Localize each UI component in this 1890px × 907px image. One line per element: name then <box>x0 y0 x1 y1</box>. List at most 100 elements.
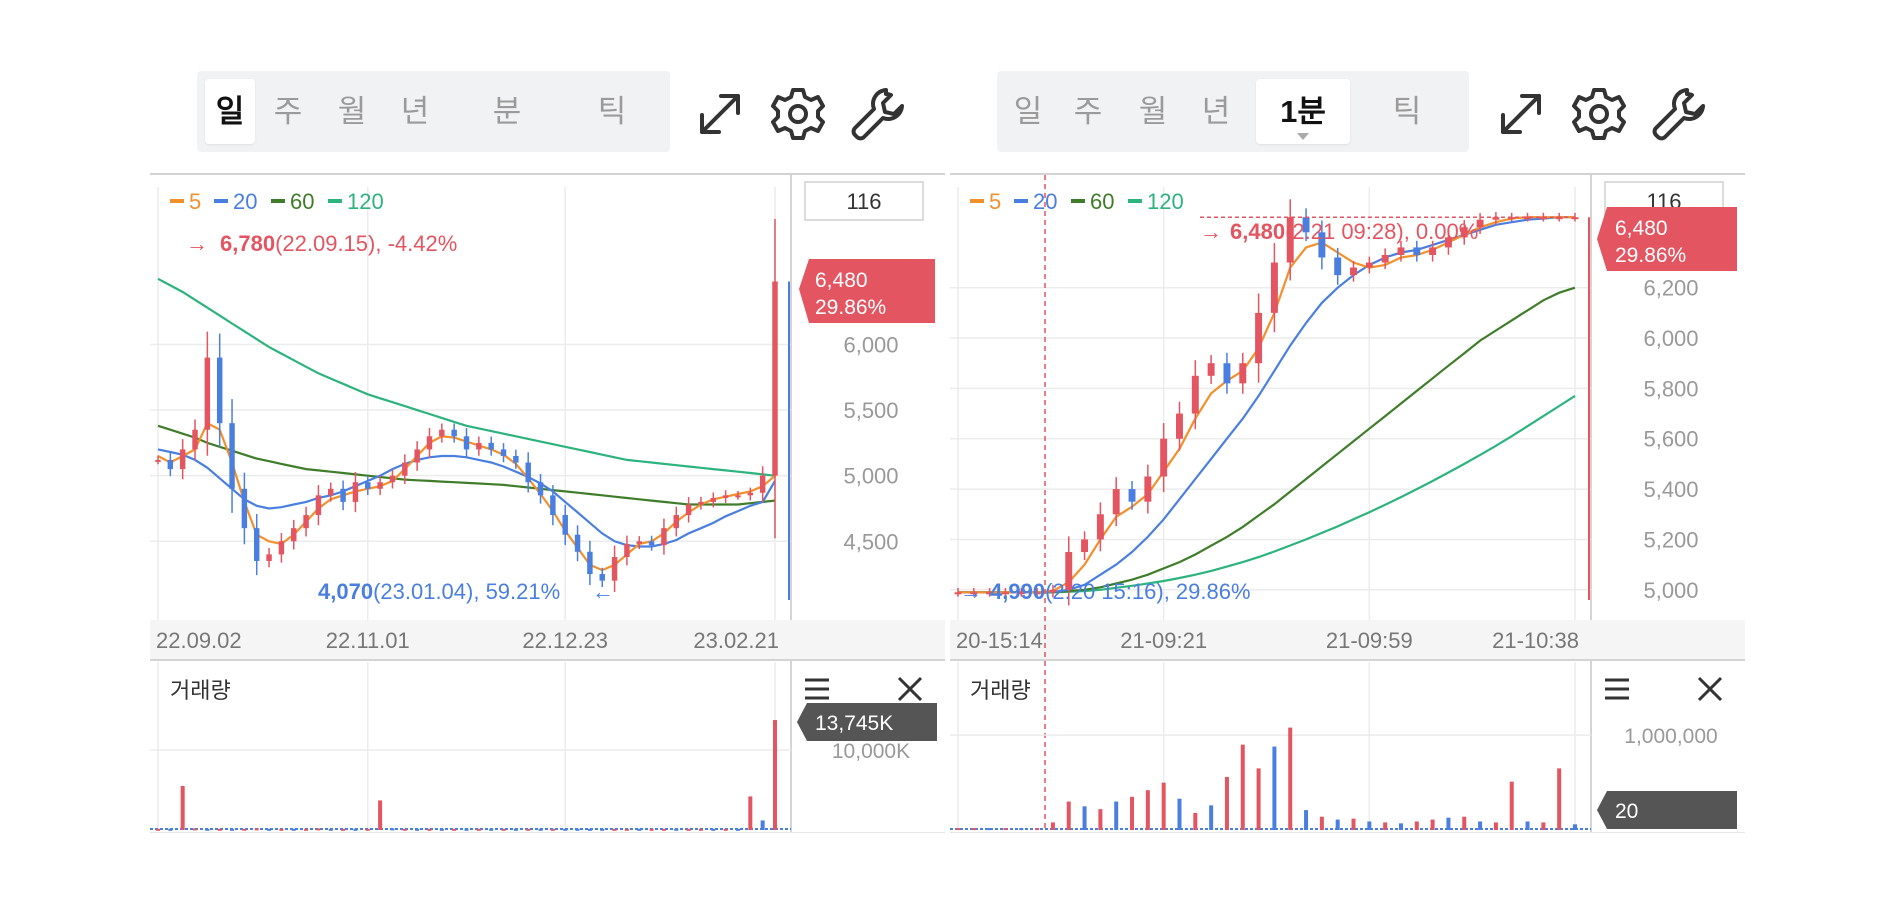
volume-bar <box>1161 782 1166 830</box>
volume-bar <box>1304 810 1309 830</box>
volume-bar <box>230 828 235 831</box>
max-price-detail: (2.21 09:28), 0.00% <box>1285 219 1478 244</box>
left-period-toolbar: 일 주 월 년 분 틱 <box>197 71 670 152</box>
volume-bar <box>1351 818 1356 830</box>
volume-bar <box>1050 822 1055 830</box>
wrench-icon[interactable] <box>846 82 910 146</box>
right-tab-month[interactable]: 월 <box>1138 94 1168 129</box>
volume-bar <box>1035 828 1040 831</box>
volume-bar <box>1414 821 1419 830</box>
candle-body <box>1397 247 1405 255</box>
right-tab-year[interactable]: 년 <box>1201 94 1231 129</box>
volume-tag <box>797 703 937 741</box>
volume-bar <box>735 828 740 831</box>
candle-body <box>377 482 383 489</box>
left-tab-minute[interactable]: 분 <box>492 94 522 129</box>
volume-bar <box>1462 816 1467 830</box>
ma-legend: 5 20 60 120 <box>170 189 384 214</box>
volume-tag-value: 13,745K <box>815 712 893 735</box>
volume-bar <box>1082 806 1087 830</box>
volume-bar <box>402 828 407 831</box>
volume-bar <box>378 800 383 830</box>
ma120-line <box>157 277 776 477</box>
y-tick-label: 6,200 <box>1643 276 1698 301</box>
volume-bar <box>217 828 222 831</box>
candle-body <box>1144 476 1152 502</box>
candle-body <box>179 449 186 470</box>
volume-bar <box>1288 727 1293 830</box>
candle-body <box>1492 217 1500 220</box>
min-price-detail: (23.01.04), 59.21% <box>373 579 560 604</box>
left-tab-tick[interactable]: 틱 <box>597 94 627 129</box>
left-chart-panel[interactable]: 6,000 5,500 5,000 4,500 22.09.02 22.11.01 22.1… <box>150 173 945 833</box>
left-tab-month[interactable]: 월 <box>337 94 367 129</box>
legend-label: 120 <box>347 189 384 214</box>
menu-icon[interactable] <box>1605 678 1629 700</box>
ma-legend: 5 20 60 120 <box>970 189 1184 214</box>
candle-body <box>204 357 211 430</box>
left-tab-year[interactable]: 년 <box>400 94 430 129</box>
y-tick-label: 5,500 <box>843 398 898 423</box>
candle-body <box>1571 217 1579 220</box>
right-tab-1min[interactable]: 1분 <box>1256 79 1350 144</box>
candle-body <box>402 462 408 476</box>
volume-bar <box>205 828 210 831</box>
legend-label: 60 <box>290 189 314 214</box>
candle-body <box>155 459 161 462</box>
candle-body <box>574 534 581 552</box>
volume-bar <box>1398 823 1403 830</box>
close-icon[interactable] <box>897 676 923 702</box>
candle-body <box>525 462 531 483</box>
y-tick-label: 5,000 <box>1643 578 1698 603</box>
right-tab-day[interactable]: 일 <box>1013 94 1043 129</box>
volume-bar <box>1114 801 1119 830</box>
candle-body <box>488 442 494 450</box>
candle-body <box>1334 257 1342 276</box>
candle-body <box>685 504 692 516</box>
legend-label: 60 <box>1090 189 1114 214</box>
right-tab-tick[interactable]: 틱 <box>1392 94 1422 129</box>
candle-body <box>476 442 482 450</box>
candle-body <box>426 436 433 450</box>
volume-bar <box>563 828 568 831</box>
close-icon[interactable] <box>1697 676 1723 702</box>
candle-body <box>229 423 235 489</box>
volume-bar <box>1557 768 1562 830</box>
volume-bar <box>328 828 333 831</box>
candle-body <box>722 495 729 498</box>
menu-icon[interactable] <box>805 678 829 700</box>
expand-icon[interactable] <box>1489 82 1553 146</box>
volume-bar <box>1224 776 1229 830</box>
candle-body <box>735 495 741 498</box>
volume-bar <box>624 828 629 831</box>
candle-body <box>1049 589 1057 593</box>
candle-body <box>1302 217 1310 233</box>
x-tick-label: 23.02.21 <box>693 628 779 653</box>
left-tab-day[interactable]: 일 <box>205 79 255 144</box>
right-tab-week[interactable]: 주 <box>1073 94 1103 129</box>
expand-icon[interactable] <box>688 82 752 146</box>
volume-bar <box>304 828 309 831</box>
candle-body <box>587 551 593 575</box>
volume-y-tick-label: 1,000,000 <box>1624 725 1717 748</box>
right-chart-svg: 6,200 6,000 5,800 5,600 5,400 5,200 5,000 20-15… <box>950 175 1745 832</box>
volume-bar <box>1098 809 1103 830</box>
candle-body <box>439 429 445 437</box>
volume-bar <box>1209 805 1214 830</box>
candle-body <box>340 488 346 502</box>
candle-body <box>1176 413 1183 439</box>
ma20-line <box>157 448 776 548</box>
volume-bar <box>1066 801 1071 830</box>
volume-bar <box>698 828 703 831</box>
right-chart-panel[interactable]: 6,200 6,000 5,800 5,600 5,400 5,200 5,000 20-15… <box>950 173 1745 833</box>
candle-body <box>661 528 667 546</box>
left-tab-week[interactable]: 주 <box>273 94 303 129</box>
price-tag-price: 6,480 <box>1615 217 1668 240</box>
candle-body <box>513 455 519 463</box>
candle-body <box>1017 592 1025 595</box>
candle-body <box>389 475 396 483</box>
gear-icon[interactable] <box>766 82 830 146</box>
x-tick-label: 21-09:59 <box>1326 628 1413 653</box>
wrench-icon[interactable] <box>1647 82 1711 146</box>
gear-icon[interactable] <box>1567 82 1631 146</box>
